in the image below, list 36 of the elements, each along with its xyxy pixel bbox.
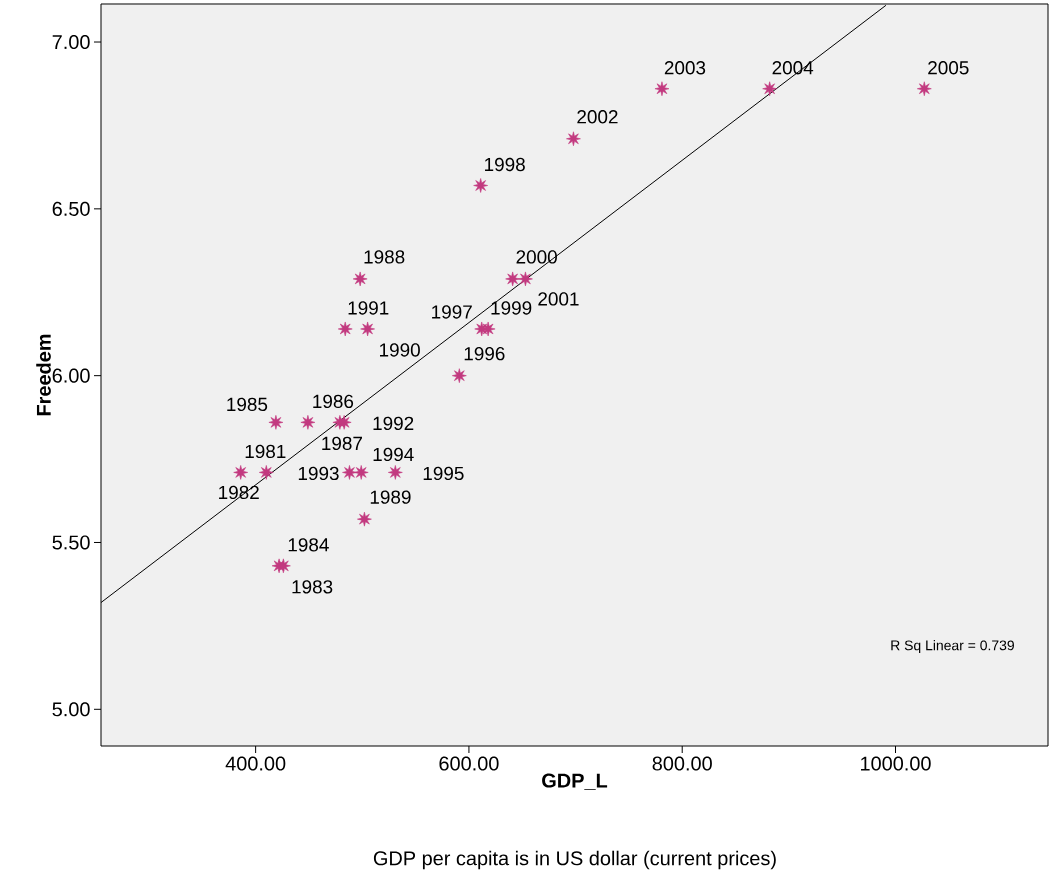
y-tick-label: 5.50 bbox=[52, 535, 90, 550]
annotation: 1981 bbox=[245, 444, 286, 459]
annotation: 1995 bbox=[423, 466, 464, 481]
annotation: 1988 bbox=[364, 250, 405, 264]
annotation: R Sq Linear = 0.739 bbox=[891, 640, 1014, 654]
annotation: 1999 bbox=[491, 301, 532, 315]
y-tick-label: 6.50 bbox=[52, 201, 90, 216]
annotation: 1983 bbox=[292, 580, 333, 594]
annotation: 2000 bbox=[516, 250, 557, 264]
annotation: 1984 bbox=[288, 538, 329, 552]
annotation: 2005 bbox=[928, 61, 969, 75]
annotation: 1987 bbox=[322, 436, 362, 451]
annotation: 1992 bbox=[373, 416, 414, 431]
x-tick-label: 600.00 bbox=[439, 756, 499, 771]
x-tick-label: 800.00 bbox=[652, 756, 712, 771]
text: GDP per capita is in US dollar (current prices) bbox=[373, 850, 776, 870]
annotation: 2002 bbox=[577, 110, 618, 124]
x-tick-label: 1000.00 bbox=[861, 756, 931, 771]
annotation: 1993 bbox=[298, 466, 339, 481]
annotation: 1998 bbox=[485, 157, 525, 172]
annotation: 1991 bbox=[348, 301, 389, 315]
annotation: 1989 bbox=[370, 490, 411, 504]
annotation: 2001 bbox=[538, 292, 579, 306]
annotation: 1990 bbox=[380, 343, 420, 357]
annotation: 2003 bbox=[664, 61, 706, 75]
annotation: 1997 bbox=[432, 305, 472, 319]
annotation: 1986 bbox=[313, 394, 354, 409]
y-tick-label: 6.00 bbox=[52, 368, 90, 383]
x-tick-label: 400.00 bbox=[225, 756, 286, 771]
y-axis-title: Freedem bbox=[36, 334, 51, 416]
y-tick-label: 5.00 bbox=[52, 702, 90, 717]
x-axis-title: GDP_L bbox=[542, 773, 608, 790]
annotation: 1994 bbox=[373, 447, 414, 462]
annotation: 1985 bbox=[227, 397, 268, 412]
annotation: 1996 bbox=[464, 346, 505, 361]
y-tick-label: 7.00 bbox=[52, 34, 90, 50]
